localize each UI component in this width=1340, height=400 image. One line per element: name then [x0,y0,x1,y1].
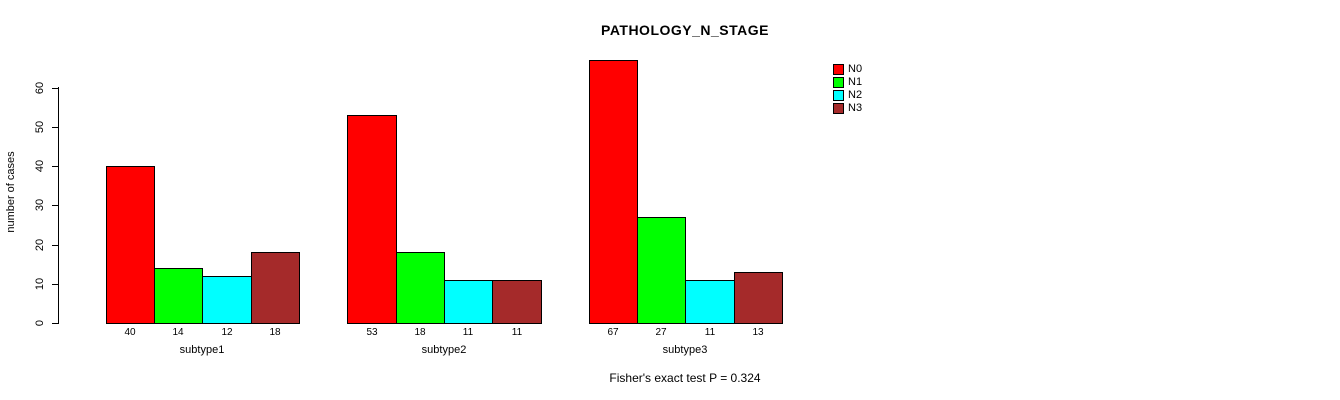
bar-subtype3-N2 [685,280,735,324]
bar-subtype3-N1 [637,217,686,324]
y-tick-label-30: 30 [34,198,46,212]
legend-entry-N0: N0 [833,63,862,76]
bar-value-subtype3-N2: 11 [704,327,716,338]
y-tick-mark-0 [52,323,58,324]
bar-subtype3-N3 [734,272,783,324]
legend-entry-N2: N2 [833,89,862,102]
bar-subtype1-N1 [154,268,203,324]
legend-label-N1: N1 [848,76,863,88]
legend-label-N0: N0 [848,63,863,75]
y-tick-mark-10 [52,284,58,285]
bar-value-subtype1-N2: 12 [221,327,233,338]
y-tick-mark-60 [52,88,58,89]
chart-title: PATHOLOGY_N_STAGE [601,22,769,38]
y-tick-mark-20 [52,245,58,246]
legend: N0 N1 N2 N3 [833,63,862,115]
y-axis-label: number of cases [5,151,17,233]
bar-value-subtype3-N3: 13 [752,327,764,338]
y-tick-label-40: 40 [34,159,46,173]
y-tick-label-50: 50 [34,120,46,134]
bar-value-subtype1-N3: 18 [269,327,281,338]
y-tick-mark-50 [52,127,58,128]
fisher-test-annotation: Fisher's exact test P = 0.324 [609,371,761,385]
legend-entry-N1: N1 [833,76,862,89]
y-tick-label-60: 60 [34,81,46,95]
bar-value-subtype1-N0: 40 [124,327,136,338]
y-tick-label-10: 10 [34,277,46,291]
bar-subtype2-N1 [396,252,445,324]
bar-subtype2-N2 [444,280,493,324]
bar-subtype3-N0 [589,60,638,324]
bar-subtype1-N0 [106,166,155,324]
y-axis-line [58,87,59,324]
category-label-subtype3: subtype3 [662,344,708,356]
bar-subtype2-N0 [347,115,397,324]
bar-value-subtype1-N1: 14 [172,327,184,338]
bar-subtype1-N3 [251,252,300,324]
bar-value-subtype2-N0: 53 [366,327,378,338]
legend-entry-N3: N3 [833,102,862,115]
bar-value-subtype3-N1: 27 [655,327,667,338]
category-label-subtype2: subtype2 [421,344,467,356]
bar-value-subtype3-N0: 67 [607,327,619,338]
category-label-subtype1: subtype1 [179,344,225,356]
y-tick-label-20: 20 [34,238,46,252]
y-tick-label-0: 0 [34,319,46,327]
legend-swatch-N0 [833,64,844,75]
bar-value-subtype2-N3: 11 [511,327,523,338]
bar-value-subtype2-N2: 11 [462,327,474,338]
bar-subtype1-N2 [202,276,252,324]
bar-value-subtype2-N1: 18 [414,327,426,338]
legend-swatch-N1 [833,77,844,88]
y-tick-mark-30 [52,205,58,206]
legend-swatch-N2 [833,90,844,101]
legend-swatch-N3 [833,103,844,114]
bar-subtype2-N3 [492,280,542,324]
legend-label-N2: N2 [848,89,863,101]
legend-label-N3: N3 [848,102,863,114]
y-tick-mark-40 [52,166,58,167]
